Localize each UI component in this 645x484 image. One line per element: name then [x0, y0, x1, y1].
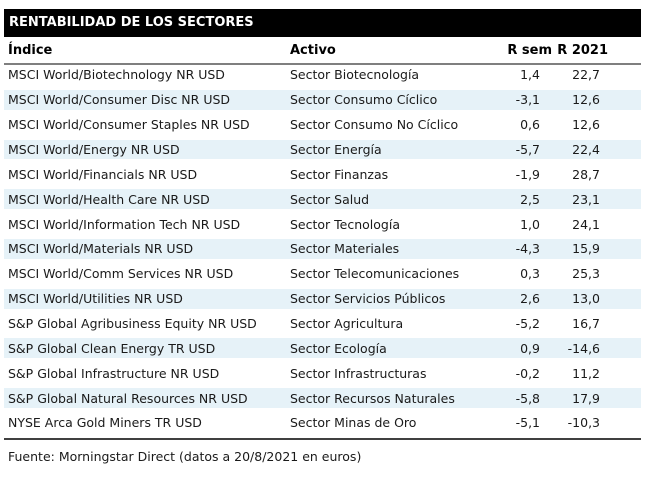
r-2021-cell: 16,7 — [572, 316, 600, 332]
sector-cell: Sector Recursos Naturales — [290, 390, 455, 406]
r-2021-cell: -14,6 — [567, 340, 600, 356]
sector-cell: Sector Consumo Cíclico — [290, 92, 438, 108]
table-row: S&P Global Natural Resources NR USD Secto… — [4, 388, 641, 413]
sector-cell: Sector Biotecnología — [290, 67, 420, 83]
index-cell: S&P Global Infrastructure NR USD — [8, 365, 220, 381]
r-sem-cell: -3,1 — [515, 92, 540, 108]
r-2021-cell: 22,7 — [572, 67, 600, 83]
table-row: MSCI World/Consumer Disc NR USD Sector Co… — [4, 89, 641, 115]
r-2021-cell: -10,3 — [567, 415, 600, 431]
sector-cell: Sector Agricultura — [290, 316, 404, 332]
r-2021-cell: 24,1 — [572, 216, 600, 232]
r-sem-cell: 1,0 — [520, 216, 540, 232]
r-sem-cell: -5,7 — [515, 142, 540, 157]
index-cell: MSCI World/Biotechnology NR USD — [8, 67, 225, 83]
table-row: MSCI World/Information Tech NR USD Sector… — [4, 214, 641, 239]
table-row: S&P Global Agribusiness Equity NR USD Sec… — [4, 314, 641, 339]
table-row: MSCI World/Comm Services NR USD Sector Te… — [4, 264, 641, 289]
table-row: MSCI World/Materials NR USD Sector Materi… — [4, 239, 641, 264]
table-row: MSCI World/Consumer Staples NR USD Sector… — [4, 115, 641, 140]
r-sem-cell: 2,5 — [520, 191, 540, 207]
r-2021-cell: 11,2 — [572, 365, 600, 381]
r-sem-cell: 0,3 — [520, 266, 540, 282]
index-cell: MSCI World/Health Care NR USD — [8, 191, 210, 207]
table-row: S&P Global Clean Energy TR USD Sector Eco… — [4, 338, 641, 363]
table-row: S&P Global Infrastructure NR USD Sector I… — [4, 363, 641, 388]
column-header-r-2021: R 2021 — [557, 42, 608, 58]
column-header-r-sem: R sem — [507, 42, 552, 58]
column-header-indice: Índice — [8, 42, 53, 58]
r-sem-cell: 2,6 — [520, 291, 540, 307]
sector-cell: Sector Infrastructuras — [290, 365, 427, 381]
r-sem-cell: -5,8 — [515, 390, 540, 406]
sector-cell: Sector Finanzas — [290, 166, 389, 182]
r-2021-cell: 22,4 — [572, 142, 600, 157]
column-header-activo: Activo — [290, 42, 336, 58]
sector-cell: Sector Ecología — [290, 340, 387, 356]
index-cell: MSCI World/Materials NR USD — [8, 241, 194, 257]
sector-cell: Sector Materiales — [290, 241, 400, 257]
r-sem-cell: -5,2 — [515, 316, 540, 332]
sector-cell: Sector Telecomunicaciones — [290, 266, 460, 282]
index-cell: S&P Global Agribusiness Equity NR USD — [8, 316, 257, 332]
r-sem-cell: 0,9 — [520, 340, 540, 356]
table-bottom-rule — [4, 438, 641, 440]
index-cell: MSCI World/Financials NR USD — [8, 166, 198, 182]
source-note: Fuente: Morningstar Direct (datos a 20/8… — [8, 449, 362, 464]
table-title-banner: RENTABILIDAD DE LOS SECTORES — [4, 9, 641, 37]
r-sem-cell: 0,6 — [520, 117, 540, 133]
index-cell: S&P Global Natural Resources NR USD — [8, 390, 248, 406]
sector-returns-table: RENTABILIDAD DE LOS SECTORES Índice Acti… — [4, 9, 641, 464]
sector-cell: Sector Energía — [290, 142, 382, 157]
index-cell: MSCI World/Comm Services NR USD — [8, 266, 234, 282]
column-header-row: Índice Activo R sem R 2021 — [4, 37, 641, 65]
r-2021-cell: 23,1 — [572, 191, 600, 207]
r-2021-cell: 28,7 — [572, 166, 600, 182]
table-row: MSCI World/Health Care NR USD Sector Salu… — [4, 189, 641, 214]
sector-cell: Sector Salud — [290, 191, 370, 207]
index-cell: MSCI World/Consumer Staples NR USD — [8, 117, 250, 133]
table-row: MSCI World/Utilities NR USD Sector Servic… — [4, 288, 641, 314]
index-cell: MSCI World/Information Tech NR USD — [8, 216, 241, 232]
r-2021-cell: 13,0 — [572, 291, 600, 307]
sector-cell: Sector Minas de Oro — [290, 415, 417, 431]
table-body: MSCI World/Biotechnology NR USD Sector Bi… — [4, 65, 641, 438]
r-sem-cell: 1,4 — [520, 67, 540, 83]
r-2021-cell: 12,6 — [572, 117, 600, 133]
index-cell: MSCI World/Utilities NR USD — [8, 291, 183, 307]
r-2021-cell: 15,9 — [572, 241, 600, 257]
table-row: MSCI World/Energy NR USD Sector Energía -5… — [4, 139, 641, 165]
sector-cell: Sector Consumo No Cíclico — [290, 117, 459, 133]
table-row: NYSE Arca Gold Miners TR USD Sector Minas… — [4, 413, 641, 438]
table-row: MSCI World/Financials NR USD Sector Finan… — [4, 164, 641, 189]
r-sem-cell: -0,2 — [515, 365, 540, 381]
r-2021-cell: 17,9 — [572, 390, 600, 406]
r-sem-cell: -5,1 — [515, 415, 540, 431]
sector-cell: Sector Servicios Públicos — [290, 291, 446, 307]
index-cell: MSCI World/Energy NR USD — [8, 142, 180, 157]
r-sem-cell: -4,3 — [515, 241, 540, 257]
r-2021-cell: 12,6 — [572, 92, 600, 108]
sector-cell: Sector Tecnología — [290, 216, 400, 232]
r-sem-cell: -1,9 — [515, 166, 540, 182]
table-row: MSCI World/Biotechnology NR USD Sector Bi… — [4, 65, 641, 90]
index-cell: MSCI World/Consumer Disc NR USD — [8, 92, 231, 108]
index-cell: NYSE Arca Gold Miners TR USD — [8, 415, 202, 431]
r-2021-cell: 25,3 — [572, 266, 600, 282]
index-cell: S&P Global Clean Energy TR USD — [8, 340, 216, 356]
